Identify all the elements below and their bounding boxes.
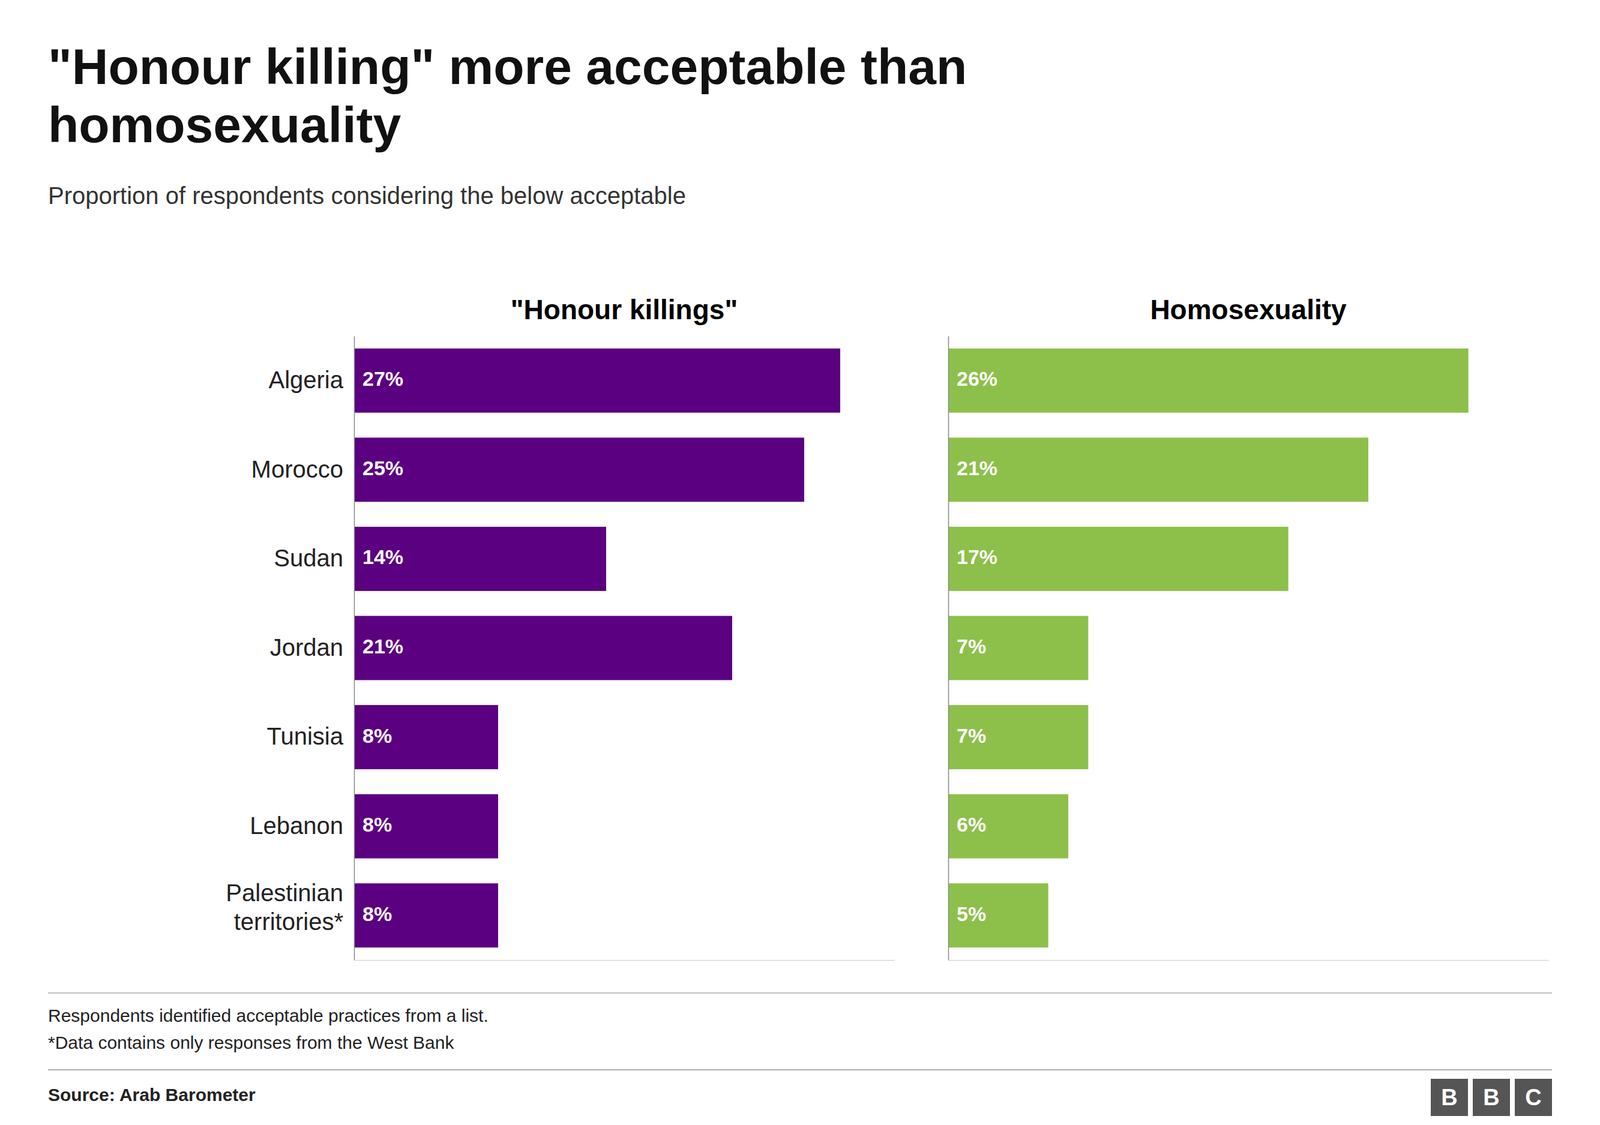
logo-box [1472, 1079, 1510, 1117]
logo-letter: B [1482, 1085, 1500, 1111]
axis-line [948, 336, 950, 961]
data-label: 7% [956, 634, 987, 658]
tick-label: Sudan [273, 544, 344, 572]
bar [948, 883, 1049, 948]
title: "Honour killing" more acceptable thanhom… [48, 38, 967, 154]
data-label: 8% [362, 813, 392, 837]
bar [948, 526, 1289, 592]
chart: "Honour killing" more acceptable thanhom… [0, 0, 1600, 1125]
chart-title: "Honour killings" [510, 294, 738, 326]
data-label: 17% [956, 545, 998, 569]
bar [354, 437, 805, 502]
data-label: 7% [956, 724, 987, 748]
logo-box [1514, 1079, 1552, 1117]
data-label: 5% [956, 902, 987, 926]
logo-letter: C [1524, 1085, 1542, 1111]
data-label: 21% [956, 456, 998, 480]
tick-label: Palestinianterritories* [225, 879, 344, 936]
tick: Palestinianterritories* [225, 879, 355, 936]
tick-label: Algeria [268, 366, 344, 394]
tick: Sudan [273, 544, 355, 572]
bar [948, 794, 1069, 859]
separator [48, 1069, 1552, 1071]
bar [354, 616, 733, 681]
bar [354, 348, 841, 413]
tick-label: Jordan [270, 634, 344, 661]
bar [354, 794, 499, 859]
data-label: 27% [362, 367, 404, 391]
data-label: 25% [362, 456, 404, 480]
data-label: 26% [956, 367, 998, 391]
category-axis [948, 336, 949, 961]
data-label: 6% [956, 813, 987, 837]
logo-letter: B [1440, 1085, 1458, 1111]
title-line: homosexuality [48, 96, 401, 154]
tick-label: Morocco [251, 456, 344, 483]
value-axis [948, 960, 1549, 961]
axis-line [948, 960, 1549, 961]
footnote: Respondents identified acceptable practi… [48, 1005, 489, 1026]
tick: Jordan [270, 634, 355, 661]
panel: 26% 21% 17% 7% 7% 6% 5% Homosexuality [948, 294, 1549, 961]
logo-box [1430, 1079, 1468, 1117]
axis-line [354, 336, 356, 961]
tick: Lebanon [249, 812, 355, 840]
bar [948, 437, 1369, 502]
tick: Morocco [251, 456, 355, 483]
bars [948, 348, 1469, 948]
category-axis: Algeria Morocco Sudan Jordan Tunisia Lebanon P… [225, 336, 355, 961]
axis-line [354, 960, 895, 961]
data-label: 8% [362, 902, 392, 926]
subtitle: Proportion of respondents considering th… [48, 182, 686, 209]
data-label: 14% [362, 545, 404, 569]
tick-label: Tunisia [267, 723, 344, 750]
tick: Tunisia [267, 723, 355, 750]
data-label: 21% [362, 634, 404, 658]
tick-label-line: Palestinian [225, 879, 344, 907]
bar [354, 883, 499, 948]
bar [354, 705, 499, 770]
title-line: "Honour killing" more acceptable than [48, 38, 967, 95]
source: Source: Arab Barometer [48, 1085, 256, 1105]
data-labels: 27% 25% 14% 21% 8% 8% 8% [362, 367, 404, 925]
bars [354, 348, 841, 948]
data-label: 8% [362, 724, 392, 748]
panel: Algeria Morocco Sudan Jordan Tunisia Lebanon P… [225, 294, 895, 961]
bar [948, 705, 1089, 770]
data-labels: 26% 21% 17% 7% 7% 6% 5% [956, 367, 998, 925]
tick-label-line: territories* [234, 908, 344, 936]
bar [948, 348, 1469, 413]
tick-label: Lebanon [249, 812, 344, 840]
footnote: *Data contains only responses from the W… [48, 1032, 455, 1053]
bar [948, 616, 1089, 681]
value-axis [354, 960, 895, 961]
logo-text: BBC [1440, 1085, 1542, 1111]
chart-title: Homosexuality [1149, 294, 1347, 326]
tick: Algeria [268, 366, 355, 394]
separator [48, 992, 1552, 994]
bar [354, 526, 607, 592]
logo: BBC [1430, 1079, 1552, 1117]
